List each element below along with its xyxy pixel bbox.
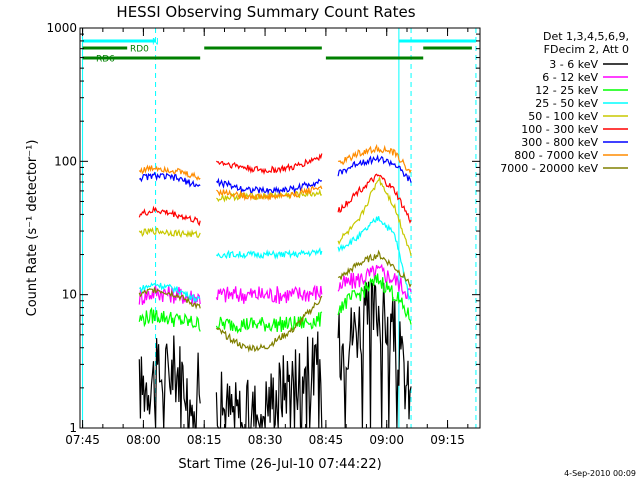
series-line (215, 331, 323, 429)
series-25-50-kev (138, 216, 412, 304)
legend-entry-label: 25 - 50 keV (535, 97, 598, 110)
series-line (138, 287, 201, 310)
series-line (216, 185, 323, 202)
flag-label-rd0: RD0 (130, 45, 149, 55)
series-line (215, 311, 323, 335)
series-line (138, 335, 201, 429)
series-line (337, 216, 412, 303)
legend-header-line: Det 1,3,4,5,6,9, (543, 30, 629, 43)
x-tick-label: 09:00 (369, 433, 404, 447)
series-300-800-kev (138, 154, 412, 196)
x-tick-label: 07:45 (65, 433, 100, 447)
series-800-7000-kev (138, 143, 412, 202)
series-line (337, 273, 412, 325)
series-line (337, 249, 412, 288)
series-line (138, 284, 201, 306)
legend-entry-label: 7000 - 20000 keV (500, 162, 598, 175)
x-tick-label: 08:00 (126, 433, 161, 447)
y-tick-label: 1000 (46, 21, 77, 35)
legend-entry-label: 800 - 7000 keV (514, 149, 598, 162)
y-tick-label: 10 (62, 288, 77, 302)
series-line (138, 306, 201, 332)
series-3-6-kev (138, 280, 412, 429)
series-line (337, 173, 412, 224)
legend-entry-label: 300 - 800 keV (521, 136, 598, 149)
x-tick-label: 09:15 (430, 433, 465, 447)
series-line (216, 247, 323, 260)
series-12-25-kev (138, 273, 412, 335)
legend-entry-label: 100 - 300 keV (521, 123, 598, 136)
legend-entry-label: 6 - 12 keV (542, 71, 598, 84)
series-line (138, 226, 201, 239)
series-line (138, 205, 201, 227)
y-tick-label: 100 (54, 154, 77, 168)
series-line (138, 282, 201, 304)
series-line (215, 284, 323, 305)
chart-title: HESSI Observing Summary Count Rates (116, 3, 415, 21)
series-100-300-kev (138, 153, 412, 227)
footer-date: 4-Sep-2010 00:09 (564, 469, 636, 478)
flag-label-rd6: RD6 (96, 55, 115, 65)
legend-header-line: FDecim 2, Att 0 (544, 43, 629, 56)
x-tick-label: 08:15 (187, 433, 222, 447)
legend-entry-label: 12 - 25 keV (535, 84, 598, 97)
series-line (337, 280, 412, 429)
x-tick-label: 08:30 (248, 433, 283, 447)
legend-entry-label: 50 - 100 keV (528, 110, 598, 123)
series-line (337, 143, 412, 174)
plot-frame (79, 27, 481, 429)
legend-entry-label: 3 - 6 keV (549, 58, 598, 71)
y-tick-label: 1 (69, 421, 77, 435)
series-7000-20000-kev (138, 249, 412, 353)
series-line (337, 154, 412, 183)
flag-label-n: N (152, 38, 159, 48)
series-line (337, 177, 412, 257)
x-tick-label: 08:45 (309, 433, 344, 447)
y-axis-label: Count Rate (s⁻¹ detector⁻¹) (25, 140, 40, 317)
series-line (215, 177, 323, 196)
series-line (215, 153, 323, 175)
series-line (138, 171, 201, 188)
series-line (138, 164, 201, 181)
series-line (215, 295, 323, 353)
x-axis-label: Start Time (26-Jul-10 07:44:22) (178, 457, 381, 472)
